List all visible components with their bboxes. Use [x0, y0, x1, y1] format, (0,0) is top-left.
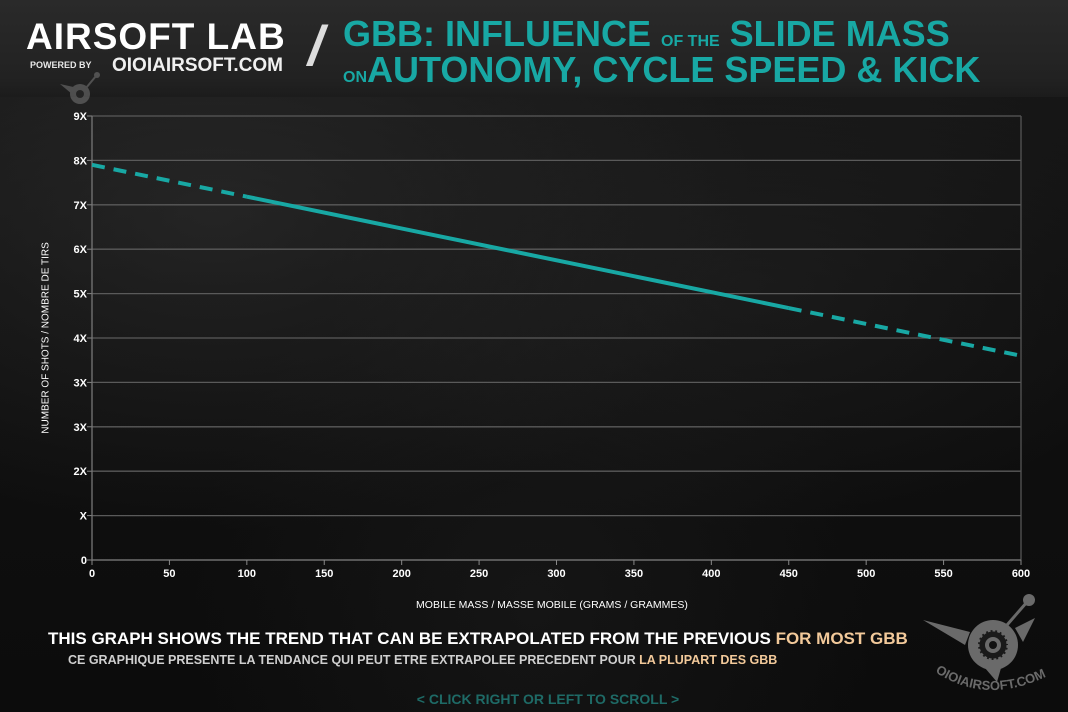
x-tick-label: 300 [547, 568, 565, 580]
x-tick-label: 0 [89, 568, 95, 580]
x-tick-label: 550 [934, 568, 952, 580]
x-tick-label: 450 [780, 568, 798, 580]
watermark-logo-icon: OIOIAIRSOFT.COM [923, 594, 1048, 693]
y-tick-label: 7X [74, 200, 88, 212]
y-tick-label: 3X [74, 422, 88, 434]
scroll-hint-link[interactable]: < CLICK RIGHT OR LEFT TO SCROLL > [416, 691, 680, 707]
x-tick-label: 250 [470, 568, 488, 580]
caption-french: CE GRAPHIQUE PRESENTE LA TENDANCE QUI PE… [68, 653, 778, 667]
caption-english: THIS GRAPH SHOWS THE TREND THAT CAN BE E… [48, 629, 908, 648]
x-tick-label: 100 [238, 568, 256, 580]
y-axis-label: NUMBER OF SHOTS / NOMBRE DE TIRS [40, 242, 52, 434]
y-tick-label: 5X [74, 289, 88, 301]
x-tick-label: 500 [857, 568, 875, 580]
x-tick-label: 350 [625, 568, 643, 580]
site-link[interactable]: OIOIAIRSOFT.COM [112, 55, 283, 76]
y-tick-label: 9X [74, 111, 88, 123]
x-tick-label: 600 [1012, 568, 1030, 580]
y-tick-label: 4X [74, 333, 88, 345]
gear-logo-icon [60, 72, 100, 104]
y-tick-label: 8X [74, 155, 88, 167]
y-tick-label: X [80, 511, 88, 523]
x-tick-label: 50 [163, 568, 175, 580]
y-tick-label: 6X [74, 244, 88, 256]
trend-line-dashed-right [788, 306, 1022, 358]
trend-line-dashed-left [91, 162, 248, 199]
powered-by-label: POWERED BY [30, 60, 92, 70]
y-tick-label: 0 [81, 555, 87, 567]
x-tick-label: 150 [315, 568, 333, 580]
x-tick-label: 200 [392, 568, 410, 580]
x-tick-label: 400 [702, 568, 720, 580]
y-tick-label: 2X [74, 466, 88, 478]
brand-title: AIRSOFT LAB [26, 16, 286, 57]
title-separator: / [308, 14, 324, 77]
y-tick-label: 3X [74, 377, 88, 389]
header: AIRSOFT LAB POWERED BY OIOIAIRSOFT.COM /… [0, 0, 1068, 104]
trend-line-solid [246, 194, 790, 310]
chart-title-line2: ONAUTONOMY, CYCLE SPEED & KICK [343, 49, 981, 90]
chart-title-line1: GBB: INFLUENCE OF THE SLIDE MASS [343, 13, 950, 54]
x-axis-label: MOBILE MASS / MASSE MOBILE (GRAMS / GRAM… [416, 599, 688, 611]
